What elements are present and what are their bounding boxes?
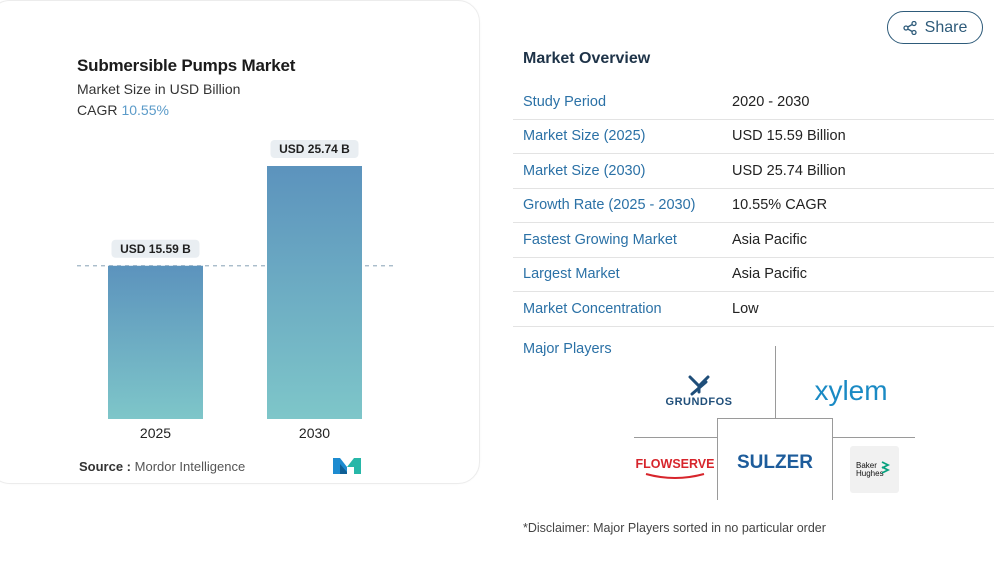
grid-divider [775,346,776,418]
grundfos-logo[interactable]: GRUNDFOS [656,374,742,408]
source-value: Mordor Intelligence [134,459,246,474]
baker-text: Baker [856,461,877,470]
x-tick-label: 2030 [299,425,330,441]
bar-chart: USD 15.59 B 2025 USD 25.74 B 2030 [77,140,397,441]
overview-row-label[interactable]: Fastest Growing Market [523,231,677,248]
overview-row-label[interactable]: Study Period [523,93,607,110]
data-label: USD 25.74 B [279,142,350,156]
hughes-text: Hughes [856,469,884,478]
data-label: USD 15.59 B [120,242,191,256]
overview-row: Largest Market Asia Pacific [513,258,994,292]
overview-row-label[interactable]: Market Concentration [523,300,662,317]
source-line: Source : Mordor Intelligence [79,459,245,474]
xylem-logo[interactable]: xylem [806,374,896,410]
overview-row: Market Concentration Low [513,292,994,327]
overview-row-value: Low [732,300,759,317]
share-icon [902,20,917,35]
data-label-bg [270,140,359,158]
overview-row-value: 2020 - 2030 [732,93,810,110]
overview-row-value: Asia Pacific [732,231,807,248]
overview-row: Study Period 2020 - 2030 [513,85,994,120]
overview-row: Growth Rate (2025 - 2030) 10.55% CAGR [513,189,994,223]
chart-title: Submersible Pumps Market [77,56,296,75]
major-players-label[interactable]: Major Players [523,341,612,357]
overview-row-value: Asia Pacific [732,266,807,283]
share-button[interactable]: Share [887,11,983,44]
chart-card [0,0,480,484]
share-label: Share [924,18,968,36]
overview-row-value: USD 15.59 Billion [732,128,846,145]
baker-hughes-logo[interactable]: Baker Hughes [850,446,899,493]
overview-row-label[interactable]: Market Size (2030) [523,162,646,179]
sulzer-box [717,418,833,500]
overview-title: Market Overview [523,50,651,67]
flowserve-logo[interactable]: FLOWSERVE [636,454,714,484]
x-tick-label: 2025 [140,425,171,441]
overview-row: Market Size (2030) USD 25.74 Billion [513,154,994,189]
cagr-value: 10.55% [121,102,169,118]
data-label-bg [111,239,200,258]
grid-divider [634,437,717,438]
disclaimer: *Disclaimer: Major Players sorted in no … [523,521,826,535]
bar [108,265,203,419]
overview-row-label[interactable]: Growth Rate (2025 - 2030) [523,197,696,214]
baker-hughes-icon: Baker Hughes [856,461,891,478]
flowserve-text: FLOWSERVE [636,457,714,471]
sulzer-logo[interactable]: SULZER [730,448,820,476]
overview-row: Market Size (2025) USD 15.59 Billion [513,120,994,154]
sulzer-text: SULZER [737,452,813,473]
major-players-grid: GRUNDFOS xylem SULZER FLOWSERVE Baker Hu… [630,346,920,502]
cagr-line: CAGR 10.55% [77,102,169,118]
overview-row-label[interactable]: Market Size (2025) [523,128,646,145]
source-label: Source : [79,459,132,474]
grid-divider [833,437,915,438]
overview-row-label[interactable]: Largest Market [523,266,620,283]
cagr-label: CAGR [77,102,118,118]
grundfos-text: GRUNDFOS [666,396,733,408]
overview-table: Study Period 2020 - 2030 Market Size (202… [513,85,994,327]
overview-row-value: USD 25.74 Billion [732,162,846,179]
chart-subtitle: Market Size in USD Billion [77,81,241,97]
mordor-logo-icon [333,458,361,474]
xylem-text: xylem [814,375,887,406]
overview-row: Fastest Growing Market Asia Pacific [513,223,994,258]
overview-row-value: 10.55% CAGR [732,197,828,214]
bar [267,166,362,419]
